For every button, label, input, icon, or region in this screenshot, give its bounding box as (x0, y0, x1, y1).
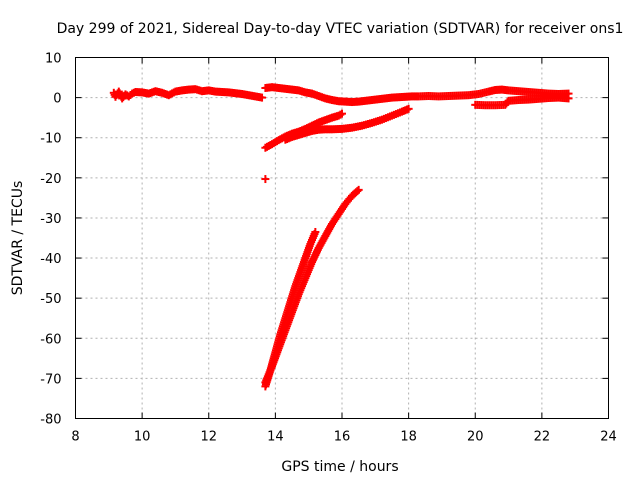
series-main-track-left (109, 85, 267, 103)
y-tick-label: -60 (40, 332, 61, 347)
y-tick-label: -70 (40, 372, 61, 387)
y-tick-label: -50 (40, 292, 61, 307)
data-point (338, 109, 346, 118)
series-main-track-lower-branch (471, 93, 573, 110)
x-tick-label: 14 (267, 430, 284, 445)
data-point (354, 185, 363, 194)
x-tick-label: 24 (600, 430, 617, 445)
y-tick-label: -40 (40, 252, 61, 267)
y-tick-label: 0 (53, 92, 61, 107)
data-point (261, 175, 270, 184)
y-tick-label: 10 (45, 52, 62, 67)
data-point (258, 93, 267, 102)
data-point (311, 227, 320, 236)
series-main-track-right (261, 83, 573, 107)
x-tick-label: 20 (467, 430, 484, 445)
x-tick-label: 12 (200, 430, 217, 445)
chart-title: Day 299 of 2021, Sidereal Day-to-day VTE… (57, 21, 624, 37)
y-tick-label: -80 (40, 413, 61, 428)
data-point (564, 94, 573, 103)
x-axis-label: GPS time / hours (281, 459, 398, 475)
x-tick-label: 16 (334, 430, 351, 445)
x-tick-label: 8 (71, 430, 79, 445)
data-point (336, 110, 345, 119)
x-tick-label: 18 (400, 430, 417, 445)
y-axis-label: SDTVAR / TECUs (10, 181, 26, 296)
data-point (353, 187, 362, 196)
y-tick-label: -10 (40, 132, 61, 147)
series-rising-arc-lower (281, 104, 413, 144)
x-tick-label: 22 (534, 430, 551, 445)
series-isolated-point (261, 175, 270, 184)
axis-ticks: 8 10 12 14 16 18 20 22 24 10 0 -10 -20 -30 -40 -50 -60 -7… (40, 52, 617, 445)
y-tick-label: -30 (40, 212, 61, 227)
data-points (109, 83, 573, 391)
y-tick-label: -20 (40, 172, 61, 187)
series-steep-track-b (261, 185, 363, 387)
data-point (404, 104, 413, 113)
x-tick-label: 10 (134, 430, 151, 445)
